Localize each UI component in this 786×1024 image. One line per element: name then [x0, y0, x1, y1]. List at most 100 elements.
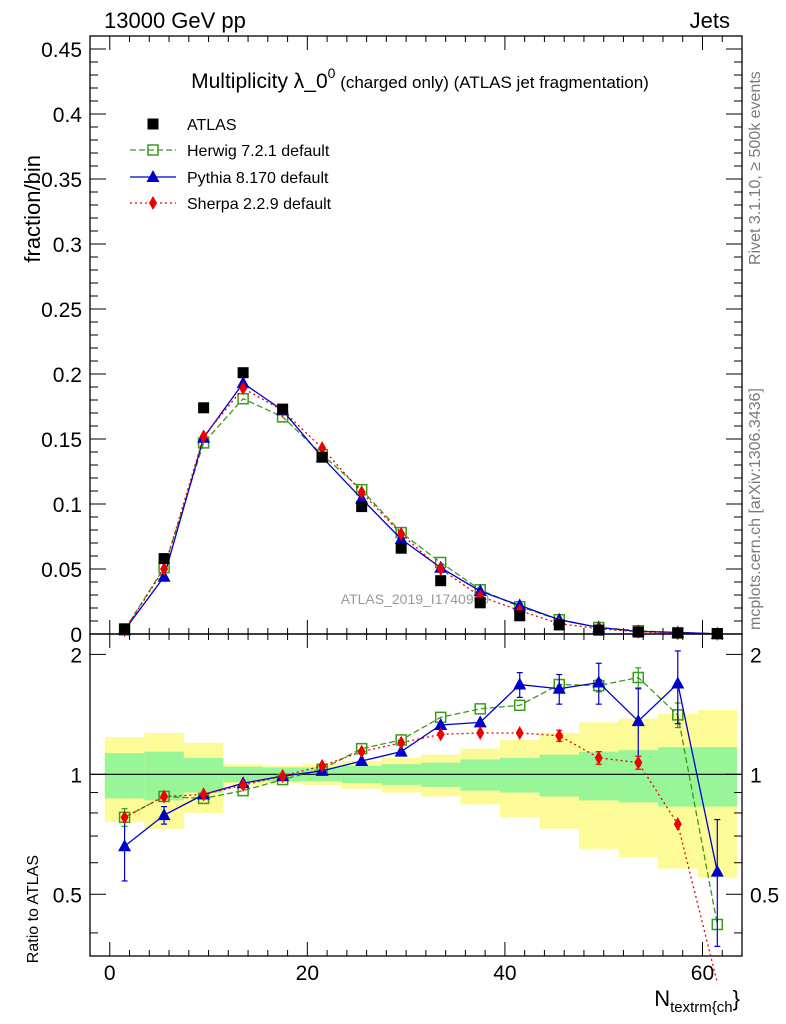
main-marker [158, 553, 170, 565]
main-marker [316, 451, 328, 463]
ratio-marker [594, 750, 603, 765]
ratio-marker [515, 725, 524, 740]
ratio-marker [355, 754, 369, 767]
legend-label: Herwig 7.2.1 default [187, 143, 330, 160]
mcplots-side-label: mcplots.cern.ch [arXiv:1306.3436] [747, 388, 764, 630]
main-marker [119, 623, 131, 635]
uncertainty-band-inner [658, 747, 698, 807]
main-marker [237, 367, 249, 379]
y-tick-label: 0.2 [53, 364, 82, 387]
y-tick-label: 0.1 [53, 494, 82, 517]
y-tick-label: 0.4 [53, 104, 83, 127]
legend-marker [149, 196, 157, 210]
main-marker [395, 542, 407, 554]
ratio-marker [555, 728, 564, 743]
x-tick-label: 0 [104, 962, 116, 985]
y-tick-label: 0.05 [41, 559, 82, 582]
x-tick-label: 20 [296, 962, 319, 985]
main-marker [436, 562, 445, 576]
legend-label: Pythia 8.170 default [187, 170, 329, 187]
ratio-marker [673, 817, 682, 832]
main-marker [632, 626, 644, 638]
ratio-marker [476, 725, 485, 740]
y-tick-label: 0.45 [41, 39, 82, 62]
ratio-marker [634, 755, 643, 770]
ratio-marker [552, 681, 566, 694]
main-line [124, 387, 718, 635]
ratio-frame [89, 633, 743, 957]
main-title-sup: 0 [328, 65, 336, 81]
ratio-marker [239, 778, 248, 793]
ratio-marker [120, 810, 129, 825]
main-marker [357, 485, 366, 500]
ratio-marker [278, 769, 287, 784]
main-marker [199, 429, 208, 444]
watermark-label: ATLAS_2019_I1740909 [341, 591, 490, 607]
ratio-marker [318, 758, 327, 773]
main-panel: 0 0.05 0.1 0.15 0.2 0.25 0.3 0.35 0.4 0.45 ATLAS_… [20, 35, 743, 647]
legend-marker [146, 170, 160, 182]
main-title: Multiplicity λ_00 (charged only) (ATLAS … [191, 65, 649, 93]
ratio-y-tick-label: 0.5 [53, 884, 82, 907]
ratio-line [124, 676, 718, 925]
main-marker [593, 624, 605, 636]
x-tick-label: 40 [493, 962, 516, 985]
ratio-y-tick-label-right: 1 [750, 764, 762, 787]
ratio-marker [436, 727, 445, 742]
ratio-xlabel-close: } [733, 986, 740, 1011]
y-tick-label: 0.25 [41, 299, 82, 322]
ratio-marker [632, 671, 645, 684]
main-ylabel: fraction/bin [20, 155, 45, 263]
y-tick-label: 0.35 [41, 169, 82, 192]
ratio-marker [397, 735, 406, 750]
legend-marker [147, 118, 159, 130]
legend-label: Sherpa 2.2.9 default [187, 196, 332, 213]
main-marker [672, 627, 684, 639]
main-marker [474, 597, 486, 609]
main-marker [277, 403, 289, 415]
y-tick-label: 0.3 [53, 234, 82, 257]
ratio-marker [631, 714, 645, 727]
ratio-marker [160, 789, 169, 804]
main-marker [435, 575, 447, 587]
ratio-bands [104, 710, 738, 878]
uncertainty-band-inner [104, 753, 145, 799]
rivet-side-label: Rivet 3.1.10, ≥ 500k events [747, 71, 764, 265]
ratio-xlabel-sub: textrm{ch [670, 999, 733, 1016]
ratio-marker [592, 675, 606, 688]
ratio-y-tick-label-right: 2 [750, 644, 762, 667]
ratio-marker [157, 808, 171, 821]
main-marker [318, 441, 327, 456]
main-marker [356, 501, 368, 513]
uncertainty-band-inner [460, 759, 500, 791]
ratio-marker [671, 676, 685, 689]
ratio-marker [473, 715, 487, 728]
main-marker [397, 526, 406, 541]
y-tick-label: 0 [70, 624, 82, 647]
uncertainty-band-inner [499, 757, 540, 793]
ratio-marker [474, 703, 486, 715]
ratio-series [118, 650, 724, 983]
ratio-y-tick-label: 1 [70, 764, 82, 787]
main-title-main: Multiplicity λ_0 [191, 70, 328, 93]
header-left-label: 13000 GeV pp [104, 8, 246, 33]
ratio-marker [394, 744, 408, 757]
ratio-marker [513, 699, 526, 712]
ratio-xlabel: Ntextrm{ch} [654, 986, 740, 1016]
legend-marker [147, 144, 159, 156]
ratio-line [124, 681, 718, 872]
ratio-marker [513, 677, 527, 690]
header-right-label: Jets [690, 8, 730, 33]
ratio-marker [434, 717, 448, 730]
main-marker [239, 381, 248, 396]
ratio-marker [118, 839, 132, 852]
legend-label: ATLAS [187, 117, 237, 134]
main-axes: 0 0.05 0.1 0.15 0.2 0.25 0.3 0.35 0.4 0.45 [41, 35, 743, 647]
ratio-ylabel: Ratio to ATLAS [25, 855, 42, 963]
main-line [124, 382, 718, 635]
ratio-marker [357, 744, 366, 759]
ratio-marker [710, 864, 724, 877]
ratio-xlabel-main: N [654, 986, 670, 1011]
x-tick-label: 60 [691, 962, 714, 985]
